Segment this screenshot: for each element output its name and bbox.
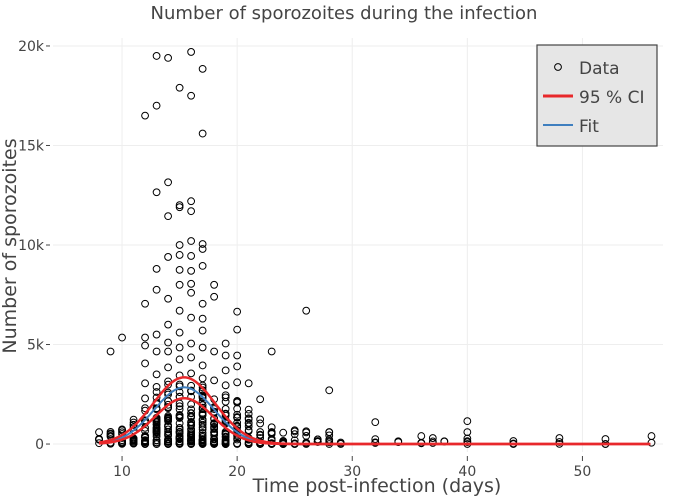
- y-axis-label: Number of sporozoites: [0, 138, 21, 353]
- x-axis-label: Time post-infection (days): [252, 475, 502, 497]
- x-tick-label: 10: [113, 464, 131, 480]
- y-tick-label: 20k: [18, 39, 45, 55]
- legend: Data 95 % CI Fit: [537, 45, 657, 146]
- y-tick-label: 15k: [18, 138, 45, 154]
- scatter-chart: 10 20 30 40 5005k10k15k20k Number of sporozo…: [0, 0, 673, 498]
- y-tick-label: 0: [35, 437, 44, 453]
- chart-title: Number of sporozoites during the infecti…: [151, 3, 538, 24]
- y-tick-label: 10k: [18, 238, 45, 254]
- x-tick-label: 20: [228, 464, 246, 480]
- x-tick-label: 50: [574, 464, 592, 480]
- y-tick-label: 5k: [27, 338, 45, 354]
- legend-data-label[interactable]: Data: [579, 59, 620, 79]
- chart-container: 10 20 30 40 50 0 5k 10k 15k 20k Number of sporozo…: [0, 0, 673, 498]
- legend-ci-label[interactable]: 95 % CI: [579, 88, 644, 108]
- legend-fit-label[interactable]: Fit: [579, 117, 599, 137]
